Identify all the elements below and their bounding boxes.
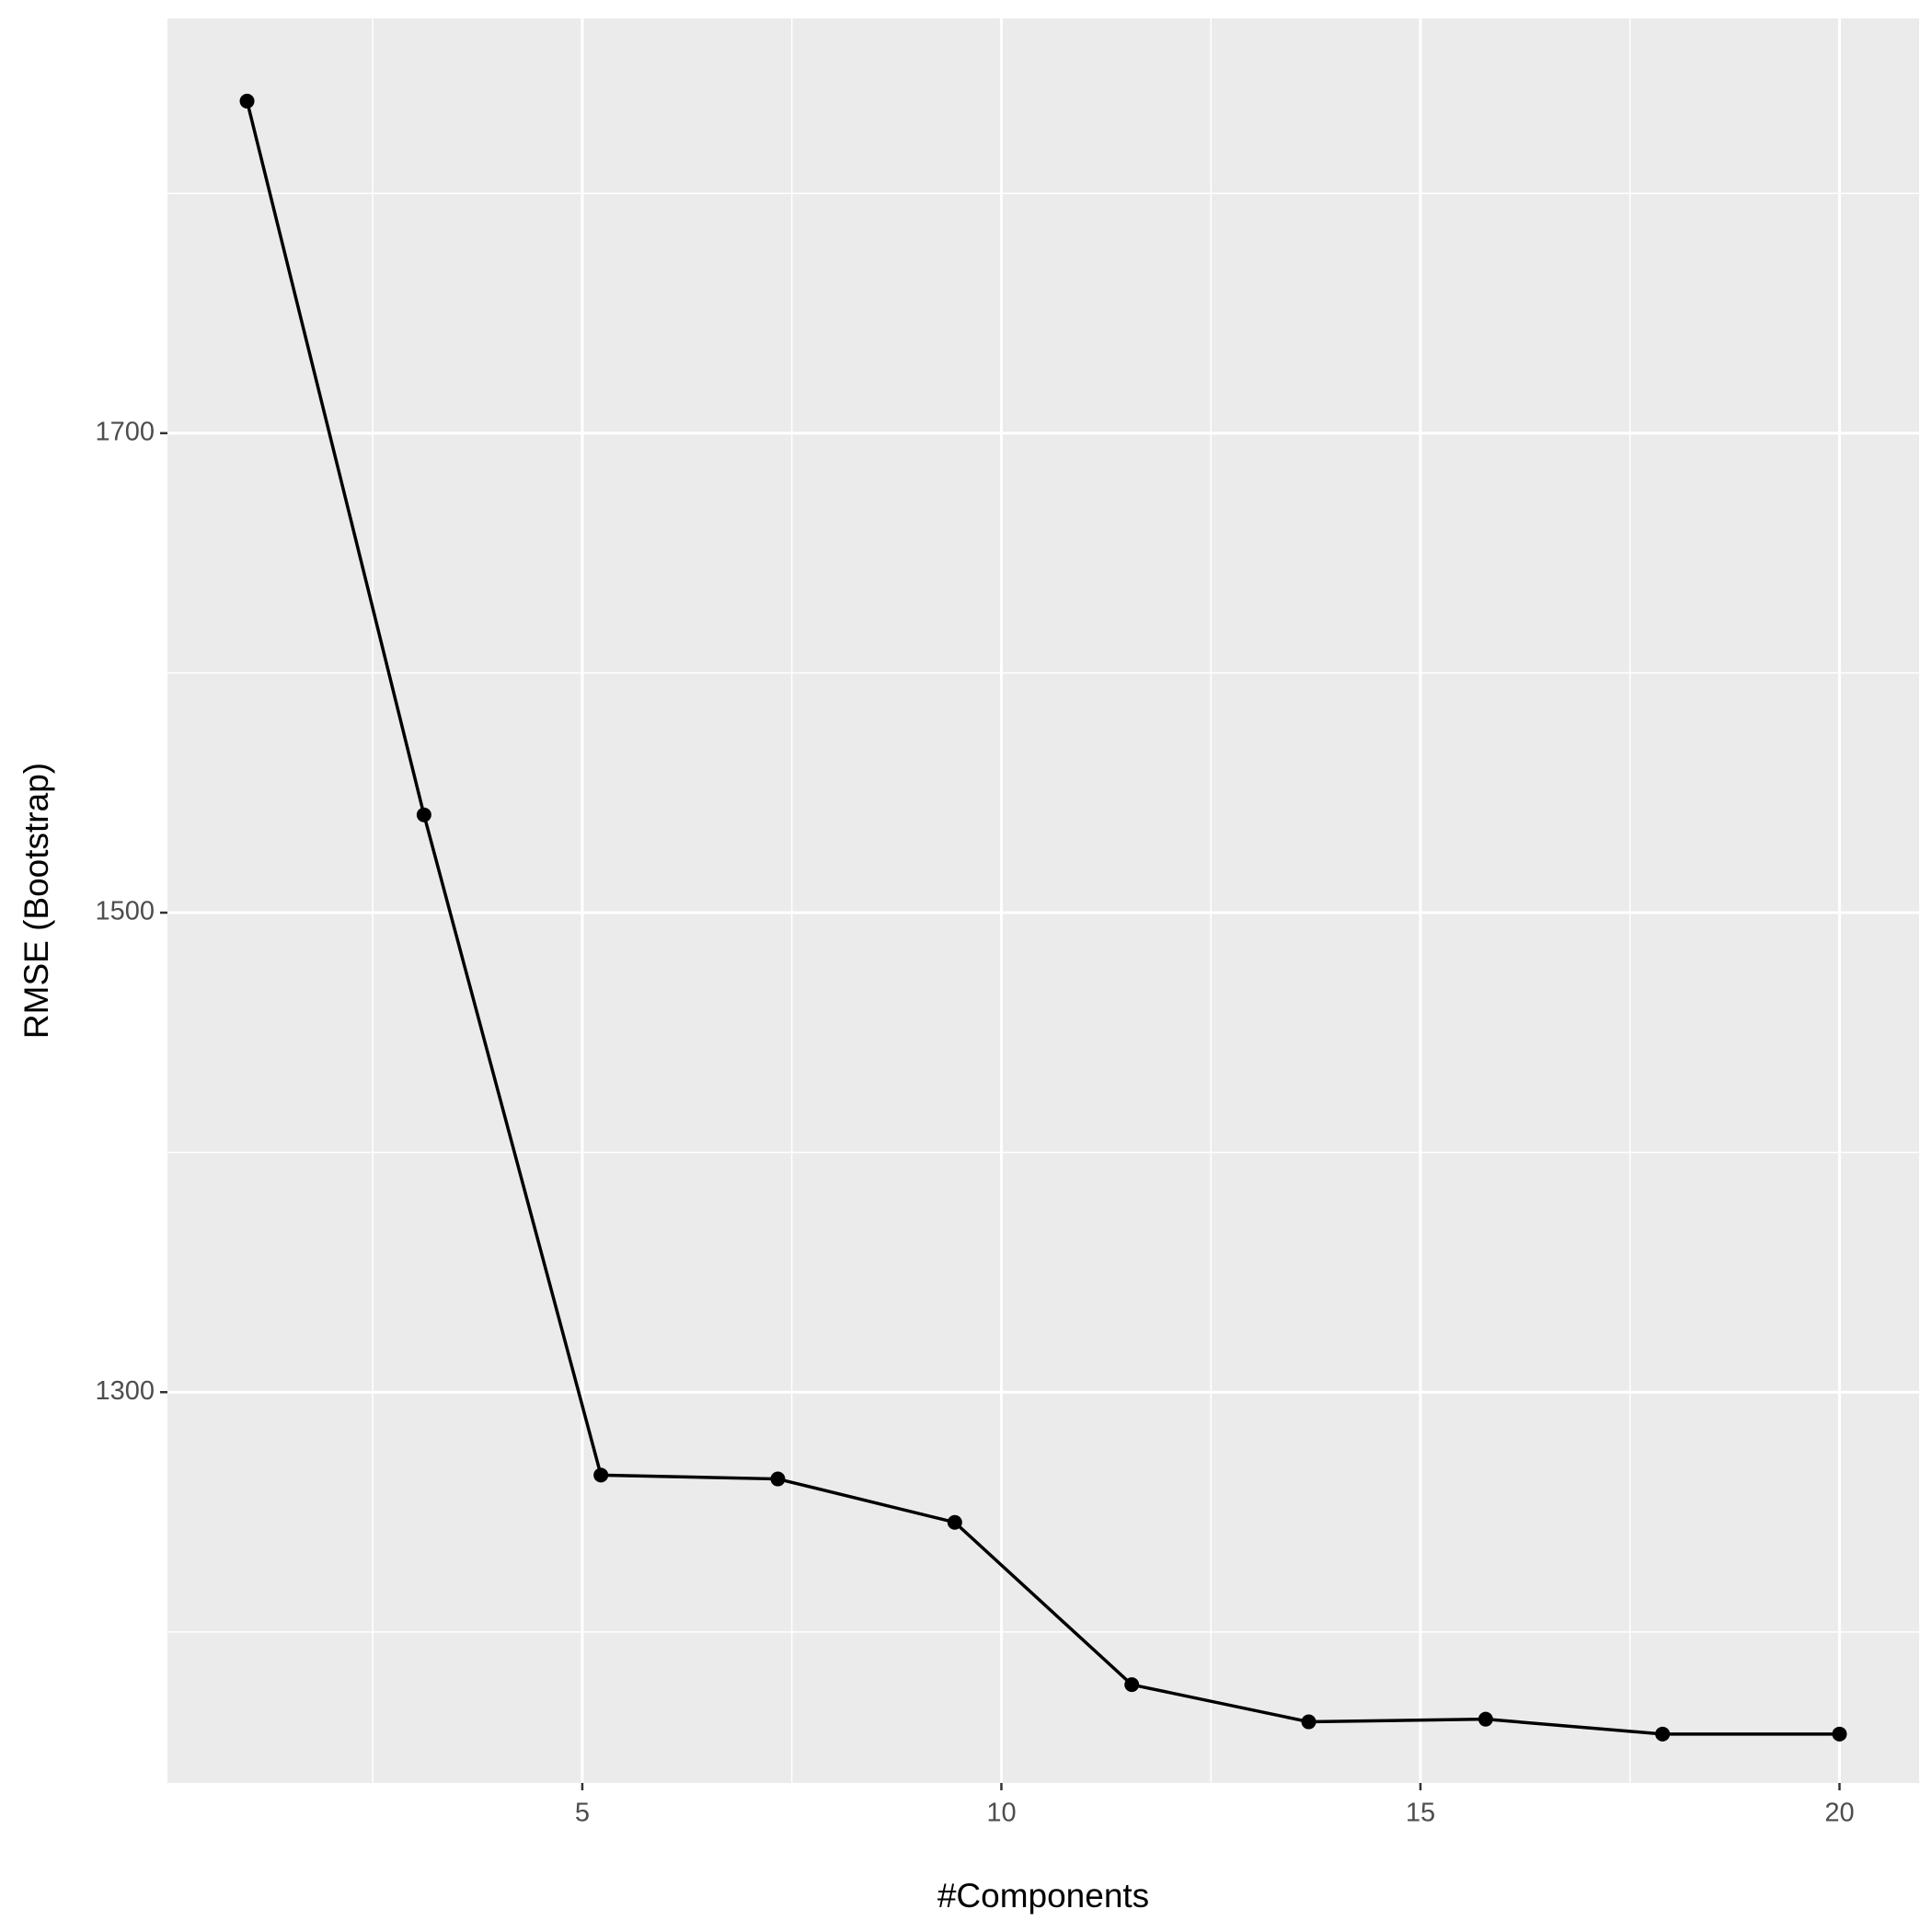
point [1832, 1726, 1847, 1742]
y-axis-title: RMSE (Bootstrap) [17, 763, 55, 1039]
y-tick-label: 1300 [95, 1376, 155, 1406]
point [1124, 1677, 1140, 1693]
x-axis-title: #Components [937, 1877, 1149, 1915]
x-tick-label: 5 [575, 1799, 590, 1828]
point [1655, 1726, 1671, 1742]
point [593, 1467, 609, 1483]
y-tick-label: 1500 [95, 897, 155, 926]
point [239, 93, 255, 109]
y-tick-label: 1700 [95, 417, 155, 446]
point [1478, 1711, 1493, 1727]
panel [167, 18, 1919, 1783]
x-tick-label: 15 [1406, 1799, 1435, 1828]
x-tick-label: 20 [1824, 1799, 1854, 1828]
line [245, 100, 1840, 1736]
point [947, 1514, 962, 1530]
point [416, 807, 431, 822]
point [1301, 1714, 1317, 1730]
point [770, 1471, 786, 1487]
x-tick-label: 10 [986, 1799, 1016, 1828]
